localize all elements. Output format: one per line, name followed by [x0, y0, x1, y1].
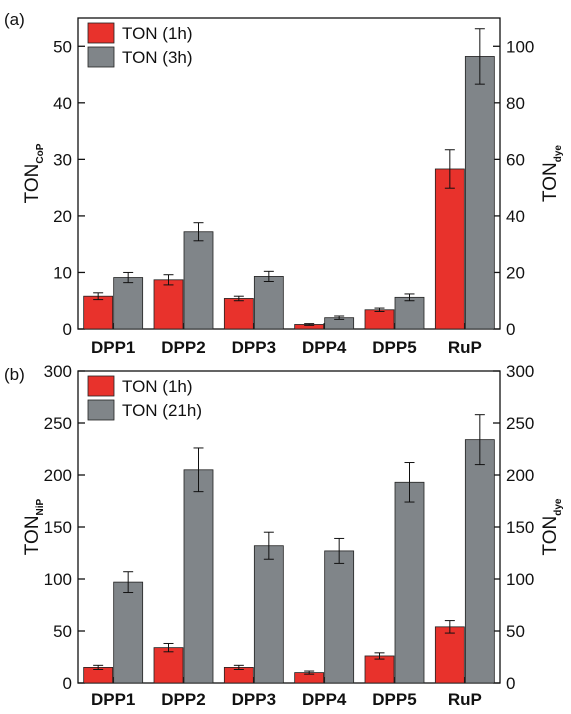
- bar-series1: [223, 298, 254, 330]
- y-right-tick-label: 80: [506, 94, 525, 113]
- category-label: RuP: [448, 690, 482, 709]
- y-right-axis-title-main: TON: [540, 162, 561, 202]
- y-left-tick-label: 0: [63, 674, 72, 693]
- category-label: DPP3: [232, 338, 276, 357]
- y-left-tick-label: 250: [44, 414, 72, 433]
- category-label: DPP2: [161, 690, 205, 709]
- bar-series2: [464, 56, 495, 330]
- legend-label: TON (1h): [122, 377, 193, 396]
- bar-series1: [434, 168, 465, 330]
- y-left-tick-label: 150: [44, 518, 72, 537]
- y-left-axis-title: TONCoP: [22, 143, 46, 203]
- category-label: DPP5: [372, 690, 416, 709]
- category-label: DPP1: [91, 690, 135, 709]
- y-right-tick-label: 50: [506, 622, 525, 641]
- y-left-tick-label: 50: [53, 622, 72, 641]
- bar-series2: [113, 581, 144, 684]
- bar-series2: [464, 439, 495, 684]
- y-right-tick-label: 100: [506, 37, 534, 56]
- y-left-tick-label: 20: [53, 207, 72, 226]
- bar-series2: [183, 231, 214, 330]
- y-left-tick-label: 100: [44, 570, 72, 589]
- bar-series2: [183, 469, 214, 684]
- category-label: DPP4: [302, 690, 347, 709]
- y-right-tick-label: 0: [506, 674, 515, 693]
- bar-series1: [364, 655, 395, 684]
- bar-series2: [394, 296, 425, 330]
- y-left-axis-title-sub: NiP: [35, 498, 46, 515]
- legend-swatch: [87, 399, 115, 421]
- legend-label: TON (1h): [122, 24, 193, 43]
- category-label: RuP: [448, 338, 482, 357]
- category-label: DPP4: [302, 338, 347, 357]
- y-right-tick-label: 250: [506, 414, 534, 433]
- y-right-axis-title: TONdye: [540, 145, 564, 202]
- bar-series1: [364, 309, 395, 330]
- legend-label: TON (3h): [122, 48, 193, 67]
- plot-frame: [77, 17, 501, 330]
- y-left-tick-label: 40: [53, 94, 72, 113]
- legend-swatch: [87, 375, 115, 397]
- y-right-tick-label: 100: [506, 570, 534, 589]
- bar-series2: [113, 277, 144, 330]
- y-right-tick-label: 150: [506, 518, 534, 537]
- legend-label: TON (21h): [122, 401, 202, 420]
- y-left-tick-label: 0: [63, 320, 72, 339]
- y-left-axis-title-main: TON: [22, 515, 43, 555]
- bar-series1: [153, 279, 184, 330]
- category-label: DPP1: [91, 338, 135, 357]
- legend-swatch: [87, 46, 115, 68]
- bar-series2: [394, 481, 425, 684]
- y-right-axis-title-sub: dye: [553, 145, 564, 163]
- bar-series1: [83, 295, 114, 330]
- bar-series2: [253, 276, 284, 330]
- panel-label: (b): [4, 365, 25, 384]
- y-right-axis-title-sub: dye: [553, 498, 564, 516]
- category-label: DPP2: [161, 338, 205, 357]
- y-left-tick-label: 300: [44, 362, 72, 381]
- y-right-tick-label: 60: [506, 150, 525, 169]
- y-right-axis-title: TONdye: [540, 498, 564, 555]
- y-right-tick-label: 300: [506, 362, 534, 381]
- category-label: DPP3: [232, 690, 276, 709]
- y-left-tick-label: 10: [53, 263, 72, 282]
- y-left-tick-label: 50: [53, 37, 72, 56]
- category-label: DPP5: [372, 338, 416, 357]
- y-left-tick-label: 200: [44, 466, 72, 485]
- y-left-axis-title-main: TON: [22, 164, 43, 204]
- bar-series1: [434, 626, 465, 684]
- y-right-axis-title-main: TON: [540, 516, 561, 556]
- legend-swatch: [87, 22, 115, 44]
- y-right-tick-label: 20: [506, 263, 525, 282]
- y-left-axis-title: TONNiP: [22, 498, 46, 555]
- y-right-tick-label: 40: [506, 207, 525, 226]
- y-right-tick-label: 0: [506, 320, 515, 339]
- bar-series1: [153, 647, 184, 684]
- bar-series2: [253, 545, 284, 684]
- y-right-tick-label: 200: [506, 466, 534, 485]
- panel-label: (a): [4, 10, 25, 29]
- y-left-axis-title-sub: CoP: [35, 143, 46, 163]
- bar-series2: [324, 550, 355, 684]
- y-left-tick-label: 30: [53, 150, 72, 169]
